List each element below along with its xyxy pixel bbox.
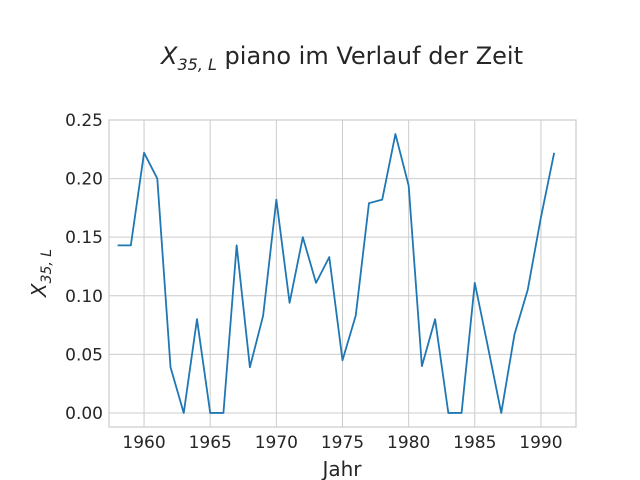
y-tick-label: 0.20 xyxy=(65,170,103,190)
y-axis-label-main: X xyxy=(27,282,51,298)
x-tick-label: 1965 xyxy=(189,433,232,453)
y-tick-label: 0.10 xyxy=(65,287,103,307)
y-tick-labels: 0.00 0.05 0.10 0.15 0.20 0.25 xyxy=(65,111,103,424)
x-tick-label: 1975 xyxy=(321,433,364,453)
y-tick-label: 0.15 xyxy=(65,228,103,248)
x-tick-label: 1960 xyxy=(122,433,165,453)
plot-frame xyxy=(108,119,577,428)
x-tick-label: 1970 xyxy=(255,433,298,453)
series-group xyxy=(117,133,556,414)
y-axis-label-subscript: 35, L xyxy=(39,249,55,284)
title-suffix: piano im Verlauf der Zeit xyxy=(217,42,523,70)
y-tick-label: 0.00 xyxy=(65,404,103,424)
y-axis-label: X35, L xyxy=(27,249,55,298)
title-prefix: X xyxy=(159,42,178,70)
chart-title: X35, L piano im Verlauf der Zeit xyxy=(159,42,523,74)
y-tick-label: 0.25 xyxy=(65,111,103,131)
y-tick-label: 0.05 xyxy=(65,345,103,365)
x-tick-label: 1980 xyxy=(387,433,430,453)
x-axis-label: Jahr xyxy=(320,457,362,480)
series-line xyxy=(117,133,556,414)
x-tick-label: 1990 xyxy=(519,433,562,453)
x-tick-labels: 1960 1965 1970 1975 1980 1985 1990 xyxy=(122,433,562,453)
x-tick-label: 1985 xyxy=(453,433,496,453)
title-subscript: 35, L xyxy=(177,55,216,74)
